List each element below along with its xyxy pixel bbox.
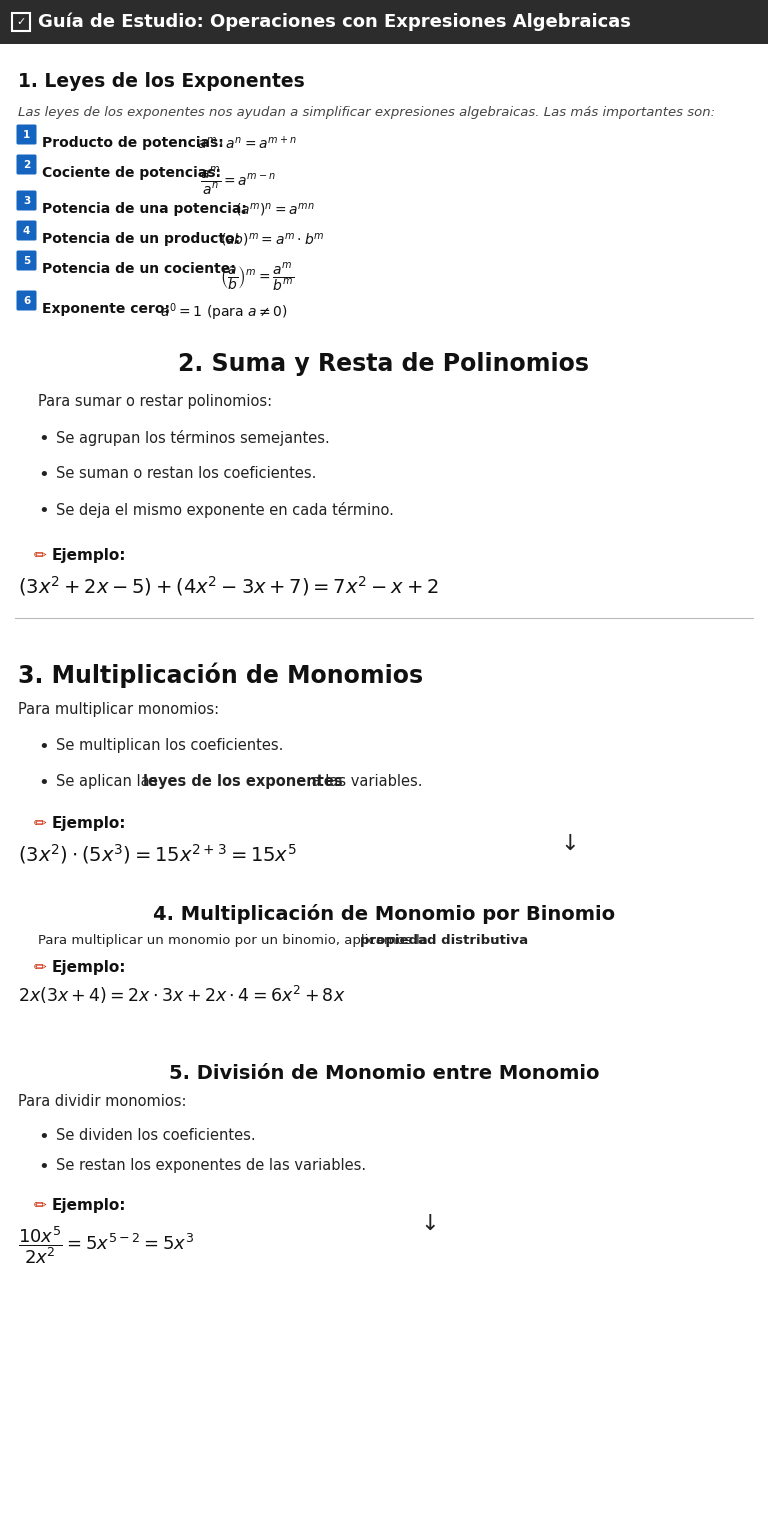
Text: $a^{m} \cdot a^{n} = a^{m+n}$: $a^{m} \cdot a^{n} = a^{m+n}$: [197, 134, 296, 153]
Text: ✏: ✏: [34, 548, 47, 563]
Text: Ejemplo:: Ejemplo:: [52, 1199, 127, 1212]
Text: $a^{0} = 1$ (para $a \neq 0$): $a^{0} = 1$ (para $a \neq 0$): [160, 301, 288, 322]
Text: $2x(3x + 4) = 2x \cdot 3x + 2x \cdot 4 = 6x^2 + 8x$: $2x(3x + 4) = 2x \cdot 3x + 2x \cdot 4 =…: [18, 983, 346, 1006]
Text: Para multiplicar un monomio por un binomio, aplicamos la: Para multiplicar un monomio por un binom…: [38, 935, 432, 947]
Text: Ejemplo:: Ejemplo:: [52, 548, 127, 563]
Text: Guía de Estudio: Operaciones con Expresiones Algebraicas: Guía de Estudio: Operaciones con Expresi…: [38, 12, 631, 31]
Text: $\left(\dfrac{a}{b}\right)^{m} = \dfrac{a^{m}}{b^{m}}$: $\left(\dfrac{a}{b}\right)^{m} = \dfrac{…: [220, 261, 294, 293]
Text: •: •: [38, 774, 48, 793]
Text: •: •: [38, 738, 48, 756]
Text: :: :: [492, 935, 496, 947]
Text: Cociente de potencias:: Cociente de potencias:: [42, 166, 226, 180]
Text: 1. Leyes de los Exponentes: 1. Leyes de los Exponentes: [18, 72, 305, 92]
Text: 2. Suma y Resta de Polinomios: 2. Suma y Resta de Polinomios: [178, 353, 590, 376]
Text: ✓: ✓: [16, 17, 25, 27]
Text: Potencia de un cociente:: Potencia de un cociente:: [42, 263, 240, 276]
Text: $(3x^2 + 2x - 5) + (4x^2 - 3x + 7) = 7x^2 - x + 2$: $(3x^2 + 2x - 5) + (4x^2 - 3x + 7) = 7x^…: [18, 574, 439, 599]
Text: Potencia de un producto:: Potencia de un producto:: [42, 232, 245, 246]
FancyBboxPatch shape: [16, 220, 37, 240]
Text: •: •: [38, 502, 48, 521]
Text: leyes de los exponentes: leyes de los exponentes: [143, 774, 343, 789]
Text: 3: 3: [23, 195, 30, 206]
FancyBboxPatch shape: [0, 0, 768, 44]
Text: 1: 1: [23, 130, 30, 139]
Text: •: •: [38, 431, 48, 447]
Text: •: •: [38, 466, 48, 484]
Text: Para dividir monomios:: Para dividir monomios:: [18, 1093, 187, 1109]
Text: Para sumar o restar polinomios:: Para sumar o restar polinomios:: [38, 394, 272, 409]
Text: ✏: ✏: [34, 815, 47, 831]
Text: •: •: [38, 1128, 48, 1145]
Text: Se multiplican los coeficientes.: Se multiplican los coeficientes.: [56, 738, 283, 753]
Text: 4: 4: [23, 226, 30, 235]
Text: Las leyes de los exponentes nos ayudan a simplificar expresiones algebraicas. La: Las leyes de los exponentes nos ayudan a…: [18, 105, 715, 119]
Text: Se suman o restan los coeficientes.: Se suman o restan los coeficientes.: [56, 466, 316, 481]
FancyBboxPatch shape: [16, 125, 37, 145]
Text: Ejemplo:: Ejemplo:: [52, 815, 127, 831]
FancyBboxPatch shape: [16, 154, 37, 174]
Text: Se dividen los coeficientes.: Se dividen los coeficientes.: [56, 1128, 256, 1144]
Text: $(ab)^{m} = a^{m} \cdot b^{m}$: $(ab)^{m} = a^{m} \cdot b^{m}$: [220, 231, 325, 247]
Text: $\dfrac{10x^5}{2x^2} = 5x^{5-2} = 5x^3$: $\dfrac{10x^5}{2x^2} = 5x^{5-2} = 5x^3$: [18, 1225, 194, 1266]
Text: a las variables.: a las variables.: [307, 774, 422, 789]
Text: 3. Multiplicación de Monomios: 3. Multiplicación de Monomios: [18, 663, 423, 687]
Text: 5: 5: [23, 255, 30, 266]
Text: $(a^{m})^{n} = a^{mn}$: $(a^{m})^{n} = a^{mn}$: [235, 202, 315, 218]
FancyBboxPatch shape: [16, 290, 37, 310]
Text: Exponente cero:: Exponente cero:: [42, 302, 175, 316]
Text: Para multiplicar monomios:: Para multiplicar monomios:: [18, 702, 219, 718]
Text: 6: 6: [23, 296, 30, 305]
Text: 2: 2: [23, 159, 30, 169]
FancyBboxPatch shape: [16, 250, 37, 270]
Text: •: •: [38, 1157, 48, 1176]
Text: ↓: ↓: [560, 834, 578, 854]
Text: Potencia de una potencia:: Potencia de una potencia:: [42, 202, 252, 215]
Text: $(3x^2) \cdot (5x^3) = 15x^{2+3} = 15x^5$: $(3x^2) \cdot (5x^3) = 15x^{2+3} = 15x^5…: [18, 841, 297, 866]
Text: ↓: ↓: [420, 1214, 439, 1234]
Text: ✏: ✏: [34, 1199, 47, 1212]
Text: Se agrupan los términos semejantes.: Se agrupan los términos semejantes.: [56, 431, 329, 446]
Text: 4. Multiplicación de Monomio por Binomio: 4. Multiplicación de Monomio por Binomio: [153, 904, 615, 924]
Text: Producto de potencias:: Producto de potencias:: [42, 136, 229, 150]
Text: ✏: ✏: [34, 960, 47, 976]
Text: Se deja el mismo exponente en cada término.: Se deja el mismo exponente en cada térmi…: [56, 502, 394, 518]
Text: Se aplican las: Se aplican las: [56, 774, 162, 789]
Text: propiedad distributiva: propiedad distributiva: [360, 935, 528, 947]
Text: Ejemplo:: Ejemplo:: [52, 960, 127, 976]
FancyBboxPatch shape: [16, 191, 37, 211]
Text: $\dfrac{a^{m}}{a^{n}} = a^{m-n}$: $\dfrac{a^{m}}{a^{n}} = a^{m-n}$: [200, 165, 276, 197]
Text: Se restan los exponentes de las variables.: Se restan los exponentes de las variable…: [56, 1157, 366, 1173]
Text: 5. División de Monomio entre Monomio: 5. División de Monomio entre Monomio: [169, 1064, 599, 1083]
